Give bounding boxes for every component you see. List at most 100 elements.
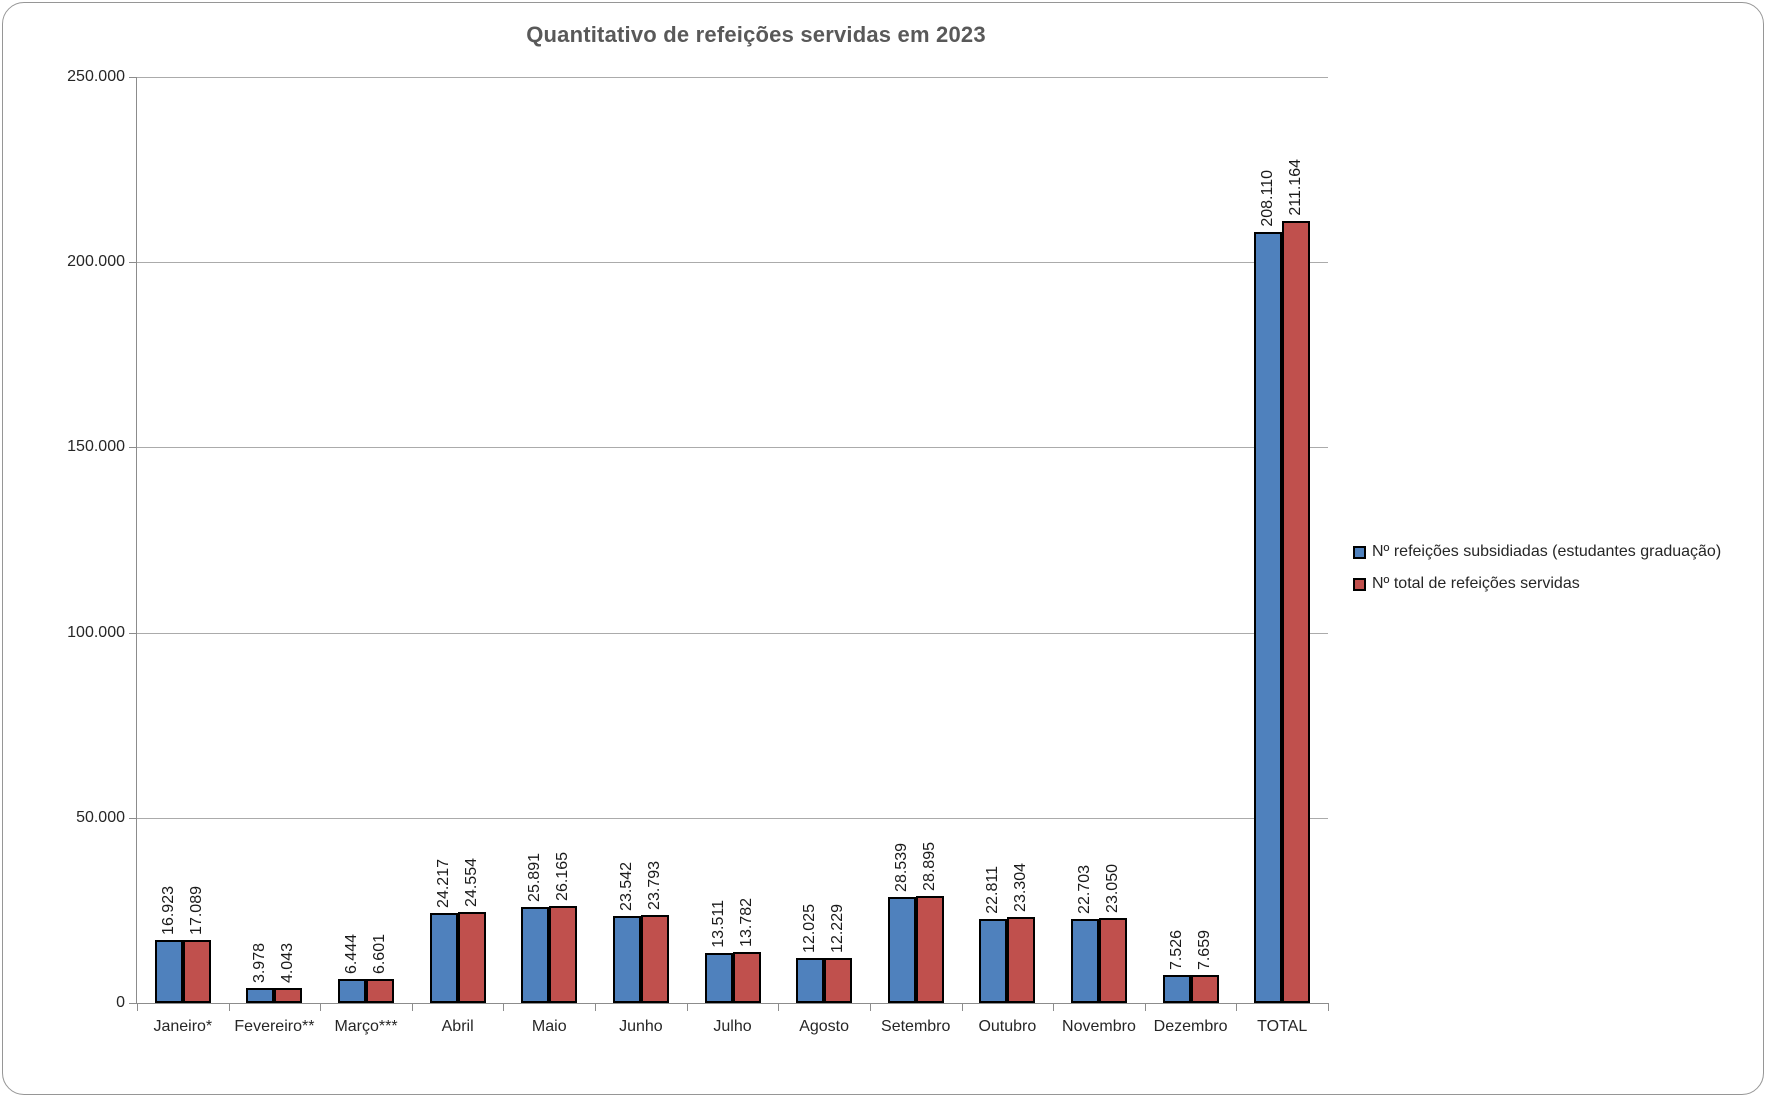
bar-value-label: 24.554: [462, 858, 480, 907]
x-tick-label: Agosto: [799, 1018, 850, 1035]
bar-subsidiadas: [521, 907, 550, 1003]
gridline: [137, 77, 1328, 78]
bar-total: [274, 988, 303, 1003]
x-tick-label: TOTAL: [1257, 1018, 1308, 1035]
y-axis-tick: [129, 817, 137, 819]
bar-subsidiadas: [1070, 919, 1099, 1003]
x-axis-tick: [961, 1003, 963, 1011]
bar-value-label: 28.895: [920, 842, 938, 891]
chart-title: Quantitativo de refeições servidas em 20…: [526, 22, 986, 47]
bar-value-label: 28.539: [892, 843, 910, 892]
bar-subsidiadas: [887, 897, 916, 1003]
bar-value-label: 208.110: [1259, 170, 1277, 227]
bar-value-label: 26.165: [554, 852, 572, 901]
x-axis-tick: [1236, 1003, 1238, 1011]
bar-total: [182, 940, 211, 1003]
y-axis-tick: [129, 77, 137, 78]
x-axis-tick: [1328, 1003, 1329, 1011]
bar-value-label: 211.164: [1287, 159, 1305, 216]
bar-value-label: 23.050: [1103, 864, 1121, 913]
bar-value-label: 6.444: [343, 933, 361, 974]
bar-total: [457, 912, 486, 1003]
bar-total: [732, 952, 761, 1003]
bar-total: [1282, 221, 1311, 1003]
gridline: [137, 262, 1328, 264]
bar-value-label: 24.217: [434, 859, 452, 908]
bar-value-label: 4.043: [279, 942, 297, 983]
gridline: [137, 632, 1328, 634]
y-axis-tick: [129, 1003, 137, 1004]
bar-value-label: 13.782: [737, 898, 755, 947]
x-tick-label: Maio: [531, 1018, 567, 1035]
legend-swatch-subsidiadas-icon: [1353, 545, 1366, 559]
bar-value-label: 6.601: [371, 933, 389, 974]
bar-total: [1007, 917, 1036, 1003]
legend: Nº refeições subsidiadas (estudantes gra…: [1353, 543, 1721, 607]
x-tick-label: Fevereiro**: [234, 1018, 315, 1035]
y-axis-tick: [129, 632, 137, 634]
y-tick-label: 50.000: [76, 808, 125, 826]
bar-value-label: 13.511: [709, 900, 727, 948]
bar-value-label: 22.703: [1075, 865, 1093, 914]
x-tick-label: Julho: [713, 1018, 752, 1035]
x-axis-tick: [1144, 1003, 1146, 1011]
bar-subsidiadas: [1254, 232, 1283, 1003]
x-axis-tick: [320, 1003, 322, 1011]
x-tick-label: Janeiro*: [153, 1018, 213, 1035]
x-axis-tick: [503, 1003, 505, 1011]
bar-value-label: 23.542: [617, 862, 635, 911]
bar-subsidiadas: [429, 913, 458, 1003]
x-tick-label: Novembro: [1062, 1018, 1136, 1035]
x-tick-label: Março***: [334, 1018, 398, 1035]
x-axis-tick: [686, 1003, 688, 1011]
bar-value-label: 22.811: [984, 866, 1002, 914]
legend-item-total: Nº total de refeições servidas: [1353, 575, 1721, 593]
legend-swatch-total-icon: [1353, 577, 1366, 591]
legend-label-subsidiadas: Nº refeições subsidiadas (estudantes gra…: [1372, 543, 1722, 560]
plot-area: 0 50.000 100.000 150.000 200.000 250.000 16.92…: [67, 68, 1329, 1035]
bar-value-label: 12.229: [829, 904, 847, 953]
bar-subsidiadas: [154, 940, 183, 1003]
x-axis-tick: [1053, 1003, 1055, 1011]
x-axis-tick: [778, 1003, 780, 1011]
bar-total: [640, 915, 669, 1003]
y-tick-label: 200.000: [67, 253, 125, 271]
bar-total: [549, 906, 578, 1003]
bar-value-label: 23.793: [645, 861, 663, 910]
bar-subsidiadas: [704, 953, 733, 1003]
bar-subsidiadas: [338, 979, 367, 1003]
x-tick-label: Outubro: [978, 1018, 1037, 1035]
bar-total: [915, 896, 944, 1003]
bar-subsidiadas: [979, 919, 1008, 1003]
y-tick-label: 250.000: [67, 68, 125, 85]
bar-total: [366, 979, 395, 1003]
bar-value-label: 16.923: [159, 886, 177, 935]
x-tick-label: Dezembro: [1153, 1018, 1228, 1035]
bar-value-label: 25.891: [526, 853, 544, 902]
bar-value-label: 7.526: [1167, 929, 1185, 970]
gridline: [137, 447, 1328, 449]
x-axis-tick: [137, 1003, 138, 1011]
x-axis-tick: [411, 1003, 413, 1011]
y-tick-label: 150.000: [67, 438, 125, 456]
bar-value-label: 23.304: [1012, 863, 1030, 912]
bar-total: [1098, 918, 1127, 1003]
bar-total: [824, 958, 853, 1003]
bar-subsidiadas: [796, 958, 825, 1003]
x-axis-tick: [869, 1003, 871, 1011]
x-tick-label: Junho: [619, 1018, 663, 1035]
x-axis-tick: [595, 1003, 597, 1011]
x-tick-label: Setembro: [881, 1018, 951, 1035]
bar-value-label: 3.978: [251, 942, 269, 983]
y-axis-tick: [129, 262, 137, 264]
bar-subsidiadas: [1162, 975, 1191, 1003]
bar-total: [1190, 975, 1219, 1003]
bar-subsidiadas: [246, 988, 275, 1003]
legend-item-subsidiadas: Nº refeições subsidiadas (estudantes gra…: [1353, 543, 1721, 561]
bar-subsidiadas: [612, 916, 641, 1003]
bar-value-label: 17.089: [187, 886, 205, 935]
y-axis-tick: [129, 447, 137, 449]
gridline: [137, 817, 1328, 819]
x-axis-tick: [228, 1003, 230, 1011]
y-tick-label: 100.000: [67, 623, 125, 641]
